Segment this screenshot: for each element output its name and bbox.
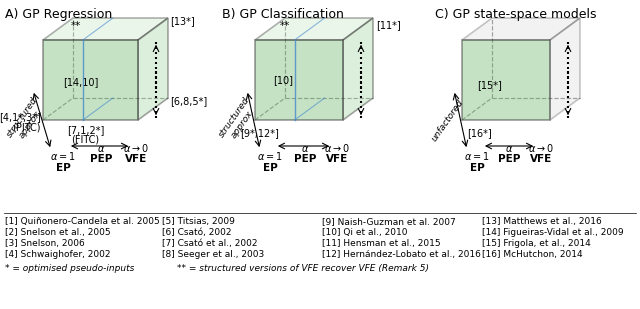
Text: structured
approx.: structured approx. xyxy=(217,95,260,145)
Polygon shape xyxy=(138,18,168,120)
Text: [15] Frigola, et al., 2014: [15] Frigola, et al., 2014 xyxy=(482,239,591,248)
Text: $\alpha$: $\alpha$ xyxy=(97,144,105,154)
Text: $\alpha$: $\alpha$ xyxy=(301,144,309,154)
Text: EP: EP xyxy=(470,163,484,173)
Text: [4] Schwaighofer, 2002: [4] Schwaighofer, 2002 xyxy=(5,250,111,259)
Text: [9] Naish-Guzman et al. 2007: [9] Naish-Guzman et al. 2007 xyxy=(322,217,456,226)
Text: [1] Quiñonero-Candela et al. 2005: [1] Quiñonero-Candela et al. 2005 xyxy=(5,217,160,226)
Text: $\alpha$: $\alpha$ xyxy=(505,144,513,154)
Text: [9*,12*]: [9*,12*] xyxy=(241,128,280,138)
Text: EP: EP xyxy=(262,163,277,173)
Text: C) GP state-space models: C) GP state-space models xyxy=(435,8,596,21)
Text: $\alpha\to0$: $\alpha\to0$ xyxy=(528,142,554,154)
Text: VFE: VFE xyxy=(326,154,348,164)
Text: [6,8,5*]: [6,8,5*] xyxy=(170,96,207,106)
Text: [15*]: [15*] xyxy=(477,80,502,90)
Text: [4,1*,3*]: [4,1*,3*] xyxy=(0,112,41,122)
Text: **: ** xyxy=(71,21,81,31)
Polygon shape xyxy=(43,18,168,40)
Text: [16] McHutchon, 2014: [16] McHutchon, 2014 xyxy=(482,250,582,259)
Text: [7] Csató et al., 2002: [7] Csató et al., 2002 xyxy=(162,239,257,248)
Polygon shape xyxy=(462,40,550,120)
Text: $\alpha=1$: $\alpha=1$ xyxy=(50,150,76,162)
Text: (PITC): (PITC) xyxy=(13,123,41,133)
Text: [6] Csató, 2002: [6] Csató, 2002 xyxy=(162,228,232,237)
Text: [11*]: [11*] xyxy=(376,20,401,30)
Text: VFE: VFE xyxy=(125,154,147,164)
Text: [16*]: [16*] xyxy=(467,128,492,138)
Polygon shape xyxy=(255,40,343,120)
Text: [5] Titsias, 2009: [5] Titsias, 2009 xyxy=(162,217,235,226)
Polygon shape xyxy=(255,18,373,40)
Text: structured
approx.: structured approx. xyxy=(6,95,49,145)
Text: $\alpha\to0$: $\alpha\to0$ xyxy=(324,142,350,154)
Text: [10]: [10] xyxy=(273,75,293,85)
Text: $\alpha=1$: $\alpha=1$ xyxy=(464,150,490,162)
Text: [13*]: [13*] xyxy=(170,16,195,26)
Text: [3] Snelson, 2006: [3] Snelson, 2006 xyxy=(5,239,84,248)
Text: unfactored: unfactored xyxy=(429,97,465,143)
Polygon shape xyxy=(43,40,138,120)
Text: **: ** xyxy=(280,21,290,31)
Text: B) GP Classification: B) GP Classification xyxy=(222,8,344,21)
Polygon shape xyxy=(550,18,580,120)
Text: (FITC): (FITC) xyxy=(72,135,100,145)
Text: PEP: PEP xyxy=(294,154,316,164)
Text: ** = structured versions of VFE recover VFE (Remark 5): ** = structured versions of VFE recover … xyxy=(177,264,429,273)
Text: A) GP Regression: A) GP Regression xyxy=(5,8,112,21)
Text: EP: EP xyxy=(56,163,70,173)
Text: $\alpha=1$: $\alpha=1$ xyxy=(257,150,283,162)
Text: [12] Hernández-Lobato et al., 2016: [12] Hernández-Lobato et al., 2016 xyxy=(322,250,481,259)
Text: [14] Figueiras-Vidal et al., 2009: [14] Figueiras-Vidal et al., 2009 xyxy=(482,228,623,237)
Text: [7,1,2*]: [7,1,2*] xyxy=(67,125,104,135)
Text: PEP: PEP xyxy=(90,154,112,164)
Text: [13] Matthews et al., 2016: [13] Matthews et al., 2016 xyxy=(482,217,602,226)
Text: [2] Snelson et al., 2005: [2] Snelson et al., 2005 xyxy=(5,228,111,237)
Polygon shape xyxy=(462,18,580,40)
Text: * = optimised pseudo-inputs: * = optimised pseudo-inputs xyxy=(5,264,134,273)
Text: [14,10]: [14,10] xyxy=(63,77,99,87)
Text: [11] Hensman et al., 2015: [11] Hensman et al., 2015 xyxy=(322,239,440,248)
Polygon shape xyxy=(343,18,373,120)
Text: $\alpha\to0$: $\alpha\to0$ xyxy=(123,142,149,154)
Text: [8] Seeger et al., 2003: [8] Seeger et al., 2003 xyxy=(162,250,264,259)
Text: PEP: PEP xyxy=(498,154,520,164)
Text: VFE: VFE xyxy=(530,154,552,164)
Text: [10] Qi et al., 2010: [10] Qi et al., 2010 xyxy=(322,228,408,237)
